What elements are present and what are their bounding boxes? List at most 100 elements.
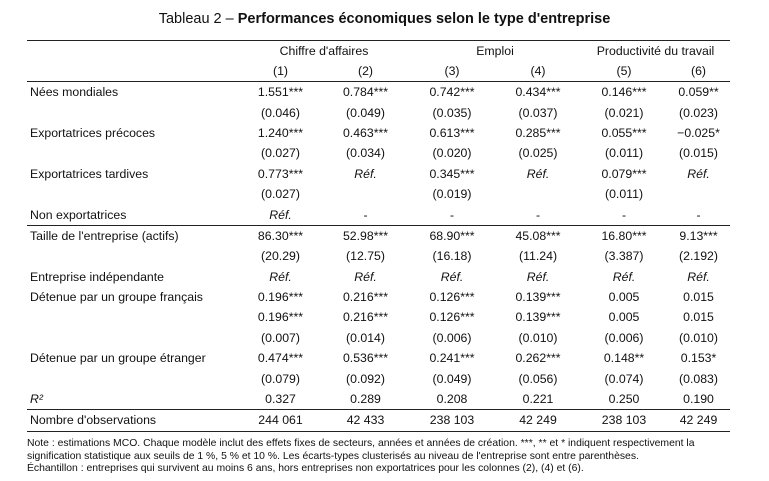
table-row: Taille de l'entreprise (actifs) 86.30*** 5… [27, 224, 731, 247]
table-cell: Réf. [687, 269, 710, 284]
row-label [27, 328, 239, 348]
table-row: 0.196*** 0.216*** 0.126*** 0.139*** 0.005 0.0… [27, 307, 730, 327]
table-cell: 0.434*** [515, 85, 561, 100]
table-row: (0.007) (0.014) (0.006) (0.010) (0.006) (0.01… [27, 328, 730, 348]
table-cell: - [696, 207, 701, 222]
table-cell: (0.006) [604, 330, 644, 345]
table-row: Exportatrices précoces 1.240*** 0.463*** 0.… [27, 123, 730, 143]
group-header: Chiffre d'affaires [239, 40, 410, 61]
table-cell: 0.345*** [429, 166, 475, 181]
table-title-prefix: Tableau 2 – [158, 11, 238, 27]
column-number-row: (1) (2) (3) (4) (5) (6) [27, 61, 731, 82]
table-cell: 0.196*** [257, 290, 304, 305]
table-cell: (0.074) [604, 371, 644, 386]
table-cell: 0.059** [678, 85, 719, 100]
column-number: (1) [239, 61, 322, 82]
table-note: Note : estimations MCO. Chaque modèle in… [27, 438, 737, 476]
table-row: (20.29) (12.75) (16.18) (11.24) (3.387) (2.19… [27, 246, 730, 266]
row-label [27, 143, 239, 163]
table-cell: 0.613*** [429, 125, 475, 140]
table-cell [667, 184, 730, 204]
table-title: Tableau 2 – Performances économiques sel… [0, 11, 769, 27]
table-cell: (0.010) [518, 330, 558, 345]
table-cell: (0.020) [432, 146, 472, 161]
table-cell: 0.146*** [601, 85, 647, 100]
table-cell: (0.092) [346, 371, 385, 386]
table-cell: 0.015 [683, 310, 714, 325]
table-row: Détenue par un groupe français 0.196*** 0.… [27, 287, 730, 307]
table-title-bold: Performances économiques selon le type d… [237, 11, 611, 27]
table-cell: 0.079*** [601, 166, 647, 181]
table-cell: 16.80*** [581, 224, 668, 247]
table-cell: (0.023) [679, 105, 718, 120]
row-label: Exportatrices précoces [30, 125, 156, 140]
row-label: Détenue par un groupe français [30, 290, 203, 305]
table-cell: 0.208 [436, 392, 468, 407]
table-cell: 42 433 [322, 409, 410, 432]
row-label: Nombre d'observations [27, 409, 239, 432]
table-cell: 0.216*** [342, 290, 389, 305]
note-line: Échantillon : entreprises qui survivent … [27, 463, 584, 475]
table-cell: (0.007) [261, 330, 300, 345]
table-cell: 0.773*** [257, 166, 304, 181]
table-cell: 52.98*** [322, 224, 410, 247]
row-label: Non exportatrices [30, 207, 127, 222]
table-cell: Réf. [354, 166, 377, 181]
table-cell: −0.025* [677, 125, 720, 140]
column-number: (3) [409, 61, 496, 82]
table-cell: 0.742*** [429, 85, 475, 100]
table-cell: (0.027) [261, 146, 300, 161]
group-header-row: Chiffre d'affaires Emploi Productivité d… [27, 40, 731, 61]
table-cell: Réf. [440, 269, 464, 284]
table-cell: (2.192) [679, 249, 718, 264]
table-cell: 238 103 [409, 409, 496, 432]
table-cell: 0.536*** [342, 351, 389, 366]
table-cell: (0.049) [432, 371, 472, 386]
table-cell: (0.027) [261, 187, 300, 202]
table-cell: (0.079) [261, 371, 300, 386]
row-label: Entreprise indépendante [30, 269, 164, 284]
table-cell: (0.011) [604, 187, 644, 202]
table-cell [495, 184, 581, 204]
table-cell: 0.190 [683, 392, 714, 407]
table-cell: 0.148** [603, 351, 645, 366]
row-label [27, 307, 239, 327]
table-cell: (0.034) [346, 146, 385, 161]
row-label [27, 246, 239, 266]
row-label: Détenue par un groupe étranger [30, 351, 206, 366]
table-cell: 0.005 [608, 290, 640, 305]
table-cell: 0.055*** [601, 125, 647, 140]
table-cell: 238 103 [581, 409, 668, 432]
table-cell: (0.011) [604, 146, 644, 161]
table-cell: 0.005 [608, 310, 640, 325]
table-row: Non exportatrices Réf. - - - - - [27, 204, 730, 225]
table-cell: Réf. [612, 269, 636, 284]
table-cell: Réf. [526, 166, 550, 181]
table-cell: 42 249 [495, 409, 582, 432]
table-cell: (0.049) [346, 105, 385, 120]
table-cell: 0.139*** [515, 310, 561, 325]
table-cell: 0.196*** [257, 310, 304, 325]
table-row: (0.027) (0.019) (0.011) [27, 184, 730, 204]
row-label [27, 184, 239, 204]
table-cell: 1.240*** [257, 125, 304, 140]
table-cell: 0.221 [522, 392, 554, 407]
table-cell: (3.387) [604, 249, 644, 264]
table-cell: - [449, 207, 455, 222]
table-row: R² 0.327 0.289 0.208 0.221 0.250 0.190 [27, 389, 730, 410]
table-cell: 0.262*** [515, 351, 561, 366]
table-row: Exportatrices tardives 0.773*** Réf. 0.345*… [27, 164, 730, 184]
table-cell: 1.551*** [257, 85, 304, 100]
table-cell: (11.24) [518, 249, 558, 264]
table-cell: 0.153* [680, 351, 717, 366]
table-cell: 0.241*** [429, 351, 475, 366]
table-cell: 42 249 [667, 409, 731, 432]
table-cell: 0.216*** [342, 310, 389, 325]
column-number: (5) [581, 61, 668, 82]
table-cell: 0.015 [683, 290, 714, 305]
row-label: R² [30, 392, 43, 407]
column-number: (2) [322, 61, 410, 82]
note-line: Note : estimations MCO. Chaque modèle in… [27, 438, 695, 449]
table-cell: 0.250 [608, 392, 640, 407]
row-label [27, 368, 239, 388]
